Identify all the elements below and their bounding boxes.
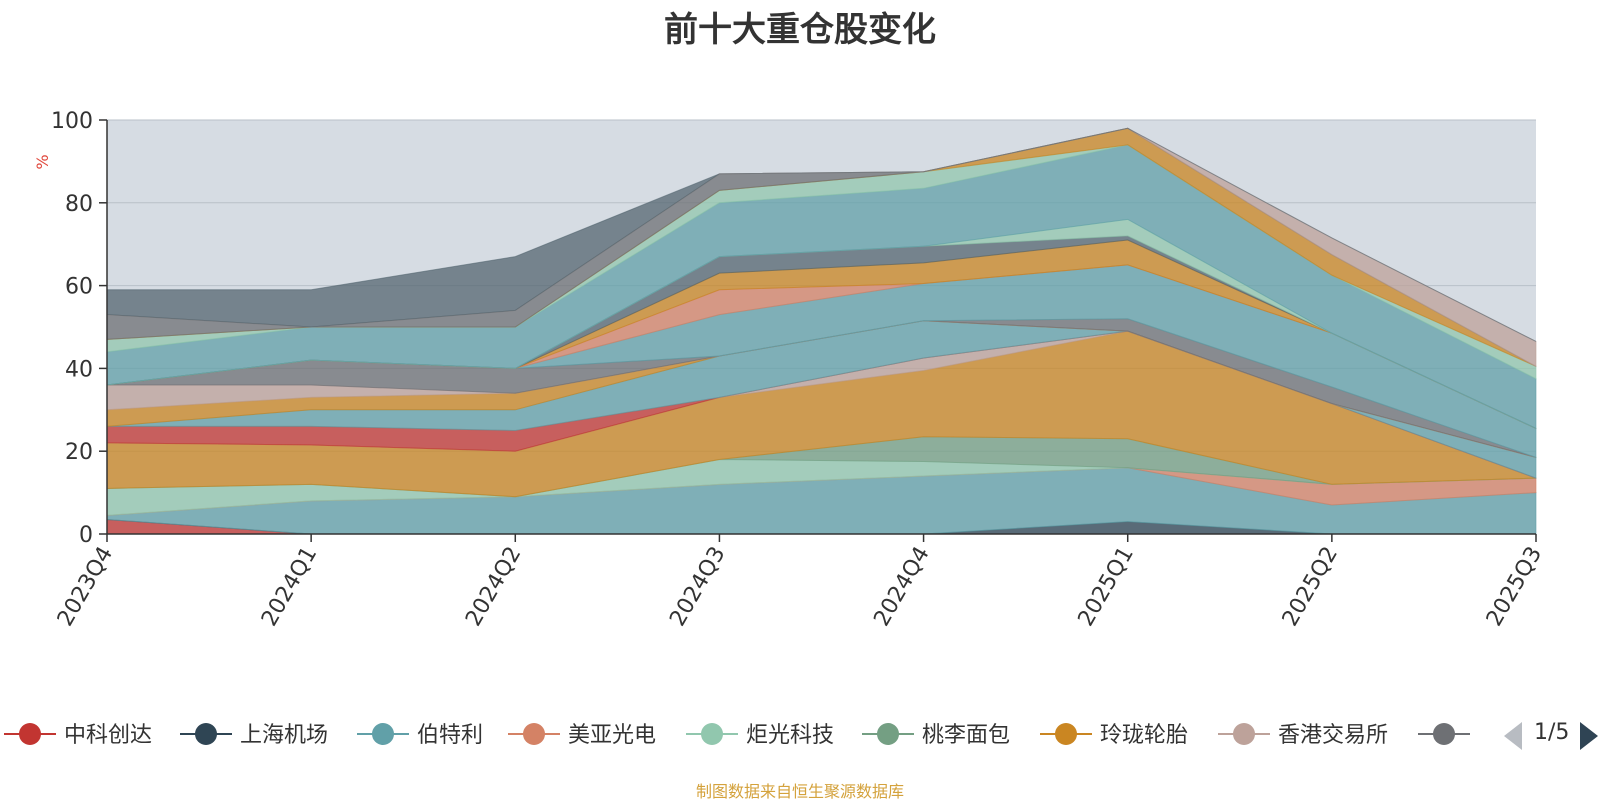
x-tick-label-2025Q1: 2025Q1 [1074,543,1139,631]
x-tick-label-2024Q4: 2024Q4 [869,543,934,631]
data-source-note: 制图数据来自恒生聚源数据库 [695,782,904,801]
y-tick-label-20: 20 [65,440,93,465]
legend-item-2[interactable]: 伯特利 [357,723,483,748]
area-series-23[interactable] [106,127,1537,342]
x-tick-label-2023Q4: 2023Q4 [53,543,118,631]
area-series [106,127,1537,535]
legend-item-0[interactable]: 中科创达 [4,723,152,748]
x-tick-label-2025Q3: 2025Q3 [1482,543,1547,631]
x-tick-label-2025Q2: 2025Q2 [1278,543,1343,631]
legend-label-7: 香港交易所 [1278,723,1388,748]
legend-pager[interactable]: 1/5 [1496,718,1600,754]
legend-label-0: 中科创达 [64,723,152,748]
legend-item-7[interactable]: 香港交易所 [1218,723,1388,748]
y-tick-label-60: 60 [65,275,93,300]
legend-item-5[interactable]: 桃李面包 [862,723,1010,748]
legend[interactable]: 中科创达 上海机场 伯特利 美亚光电 炬光科技 桃李面包 玲珑轮胎 香港交易所 [4,723,1470,748]
chart-title: 前十大重仓股变化 [664,10,936,50]
legend-item-6[interactable]: 玲珑轮胎 [1040,723,1188,748]
legend-item-4[interactable]: 炬光科技 [686,723,834,748]
legend-next-page-icon[interactable] [1580,722,1598,750]
legend-label-3: 美亚光电 [568,723,656,748]
legend-prev-page-icon[interactable] [1504,722,1522,750]
legend-item-3[interactable]: 美亚光电 [508,723,656,748]
legend-label-5: 桃李面包 [922,723,1010,748]
y-tick-label-100: 100 [51,109,93,134]
x-tick-label-2024Q2: 2024Q2 [461,543,526,631]
legend-label-6: 玲珑轮胎 [1100,723,1188,748]
legend-item-8[interactable] [1418,723,1470,745]
y-axis-label: % [33,154,52,169]
x-tick-label-2024Q1: 2024Q1 [257,543,322,631]
legend-label-4: 炬光科技 [746,723,834,748]
legend-label-2: 伯特利 [417,723,483,748]
x-tick-label-2024Q3: 2024Q3 [665,543,730,631]
legend-item-1[interactable]: 上海机场 [180,723,328,748]
y-tick-label-40: 40 [65,357,93,382]
y-tick-label-0: 0 [79,523,93,548]
legend-label-1: 上海机场 [240,723,328,748]
y-tick-label-80: 80 [65,192,93,217]
legend-page-indicator: 1/5 [1534,720,1570,745]
